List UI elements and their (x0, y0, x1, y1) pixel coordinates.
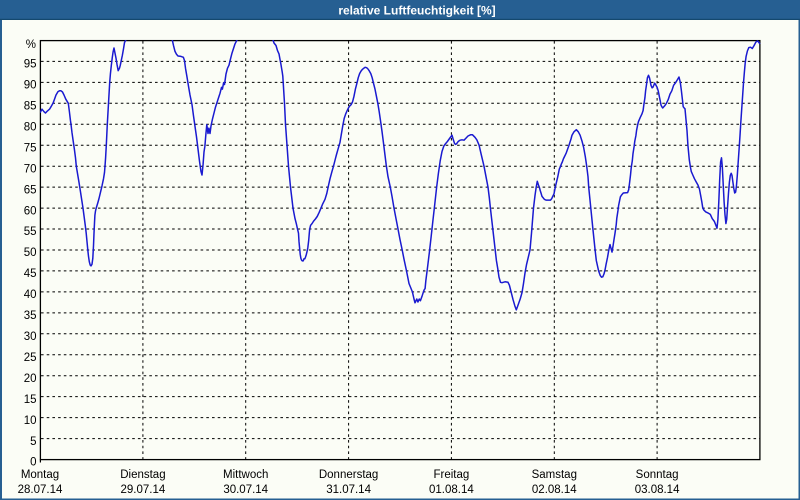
svg-text:85: 85 (24, 101, 37, 113)
svg-text:40: 40 (24, 289, 37, 301)
svg-text:15: 15 (24, 394, 37, 406)
svg-text:02.08.14: 02.08.14 (532, 484, 577, 496)
svg-text:Mittwoch: Mittwoch (223, 469, 268, 481)
svg-text:30: 30 (24, 331, 37, 343)
svg-text:31.07.14: 31.07.14 (326, 484, 371, 496)
svg-text:%: % (26, 39, 36, 51)
svg-text:65: 65 (24, 184, 37, 196)
svg-text:29.07.14: 29.07.14 (121, 484, 166, 496)
svg-text:30.07.14: 30.07.14 (223, 484, 268, 496)
svg-text:Montag: Montag (21, 469, 59, 481)
svg-text:50: 50 (24, 247, 37, 259)
svg-text:95: 95 (24, 59, 37, 71)
svg-text:Dienstag: Dienstag (120, 469, 165, 481)
svg-text:5: 5 (30, 436, 36, 448)
svg-text:relative Luftfeuchtigkeit [%]: relative Luftfeuchtigkeit [%] (338, 4, 495, 18)
svg-text:10: 10 (24, 415, 37, 427)
svg-text:Donnerstag: Donnerstag (319, 469, 378, 481)
svg-text:Freitag: Freitag (434, 469, 470, 481)
svg-text:90: 90 (24, 80, 37, 92)
svg-text:Samstag: Samstag (532, 469, 577, 481)
svg-text:25: 25 (24, 352, 37, 364)
svg-text:35: 35 (24, 310, 37, 322)
svg-text:60: 60 (24, 205, 37, 217)
svg-text:0: 0 (30, 457, 36, 469)
svg-text:Sonntag: Sonntag (636, 469, 679, 481)
svg-text:20: 20 (24, 373, 37, 385)
svg-text:70: 70 (24, 163, 37, 175)
svg-text:28.07.14: 28.07.14 (18, 484, 63, 496)
svg-text:45: 45 (24, 268, 37, 280)
svg-text:03.08.14: 03.08.14 (635, 484, 680, 496)
svg-text:80: 80 (24, 122, 37, 134)
svg-text:75: 75 (24, 142, 37, 154)
svg-text:55: 55 (24, 226, 37, 238)
svg-text:01.08.14: 01.08.14 (429, 484, 474, 496)
